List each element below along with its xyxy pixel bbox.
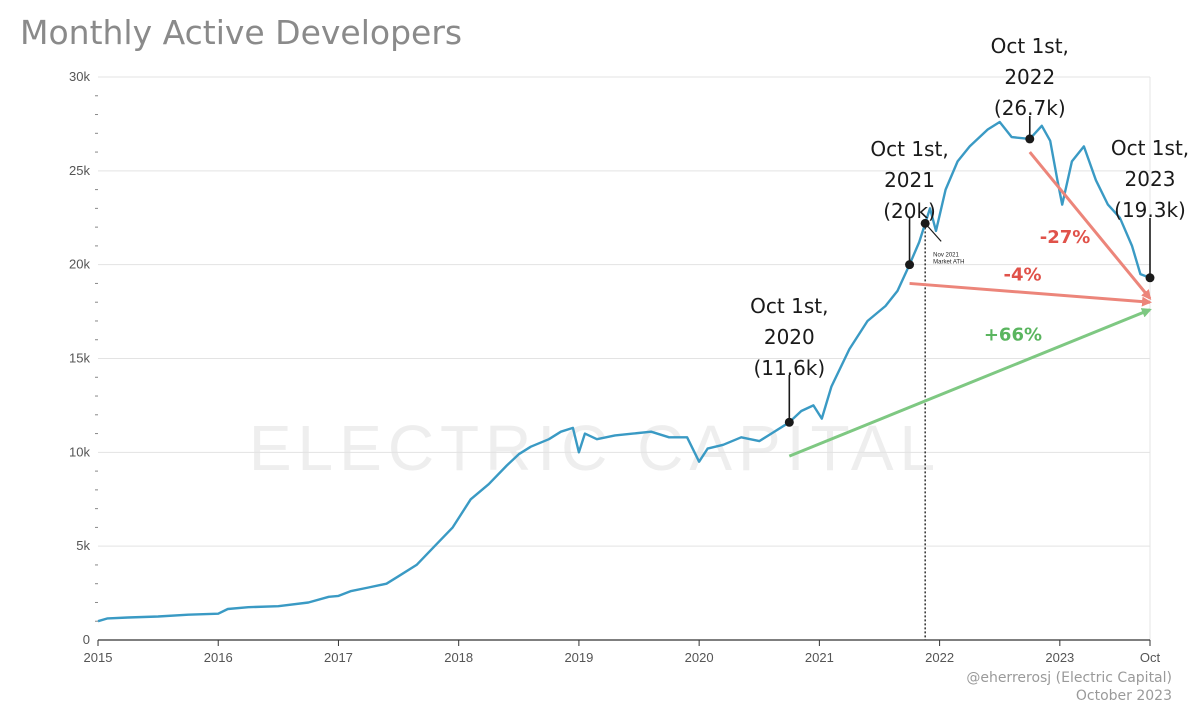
credit-date: October 2023	[1076, 688, 1172, 704]
marker-label: (26.7k)	[994, 96, 1066, 120]
ath-label: Nov 2021	[933, 252, 959, 258]
marker-label: 2023	[1125, 167, 1176, 191]
marker-label: 2022	[1004, 65, 1055, 89]
marker-label: (19.3k)	[1114, 198, 1186, 222]
x-tick-label: 2017	[324, 650, 353, 665]
x-tick-label: 2019	[564, 650, 593, 665]
marker-layer: Oct 1st, 2020 (11.6k) Oct 1st, 2021 (20k) Oct …	[750, 34, 1189, 427]
trend-label: -27%	[1040, 227, 1091, 248]
marker-label: 2020	[764, 325, 815, 349]
y-tick-label: 30k	[69, 69, 90, 84]
marker-label: Oct 1st,	[991, 34, 1069, 58]
trend-arrow	[788, 308, 1152, 458]
ath-dot	[920, 218, 930, 228]
marker-dot	[1145, 273, 1155, 283]
trend-label: -4%	[1004, 264, 1042, 285]
y-tick-label: 0	[83, 632, 90, 647]
ath-label: Market ATH	[933, 259, 964, 265]
x-tick-label: 2023	[1045, 650, 1074, 665]
marker-label: 2021	[884, 168, 935, 192]
marker-label: (11.6k)	[753, 356, 825, 380]
credit-author: @eherrerosj (Electric Capital)	[966, 670, 1172, 686]
y-axis: 0 5k 10k 15k 20k 25k 30k	[69, 69, 90, 647]
marker-dot	[905, 260, 915, 270]
x-tick-label: 2021	[805, 650, 834, 665]
y-tick-label: 25k	[69, 163, 90, 178]
marker-dot	[1025, 134, 1035, 144]
trend-layer: +66% -4% -27%	[788, 151, 1152, 458]
trend-label: +66%	[984, 324, 1042, 345]
x-tick-label: 2015	[84, 650, 113, 665]
gridlines	[98, 76, 1151, 641]
marker-label: Oct 1st,	[750, 294, 828, 318]
marker-dot	[784, 417, 794, 427]
chart-title: Monthly Active Developers	[20, 13, 462, 52]
x-tick-label: 2022	[925, 650, 954, 665]
x-tick-label: 2016	[204, 650, 233, 665]
trend-arrow	[909, 281, 1152, 307]
x-tick-label: Oct	[1140, 650, 1161, 665]
minor-ticks	[95, 95, 98, 622]
x-tick-label: 2020	[685, 650, 714, 665]
marker-label: Oct 1st,	[1111, 136, 1189, 160]
y-tick-label: 15k	[69, 351, 90, 366]
trend-arrow	[1028, 151, 1152, 300]
y-tick-label: 20k	[69, 257, 90, 272]
watermark: ELECTRIC CAPITAL	[249, 412, 941, 484]
x-axis: 2015 2016 2017 2018 2019 2020 2021 2022 2023 Oct	[84, 640, 1161, 665]
y-tick-label: 10k	[69, 444, 90, 459]
x-tick-label: 2018	[444, 650, 473, 665]
y-tick-label: 5k	[76, 538, 90, 553]
marker-label: (20k)	[883, 199, 936, 223]
marker-label: Oct 1st,	[870, 137, 948, 161]
